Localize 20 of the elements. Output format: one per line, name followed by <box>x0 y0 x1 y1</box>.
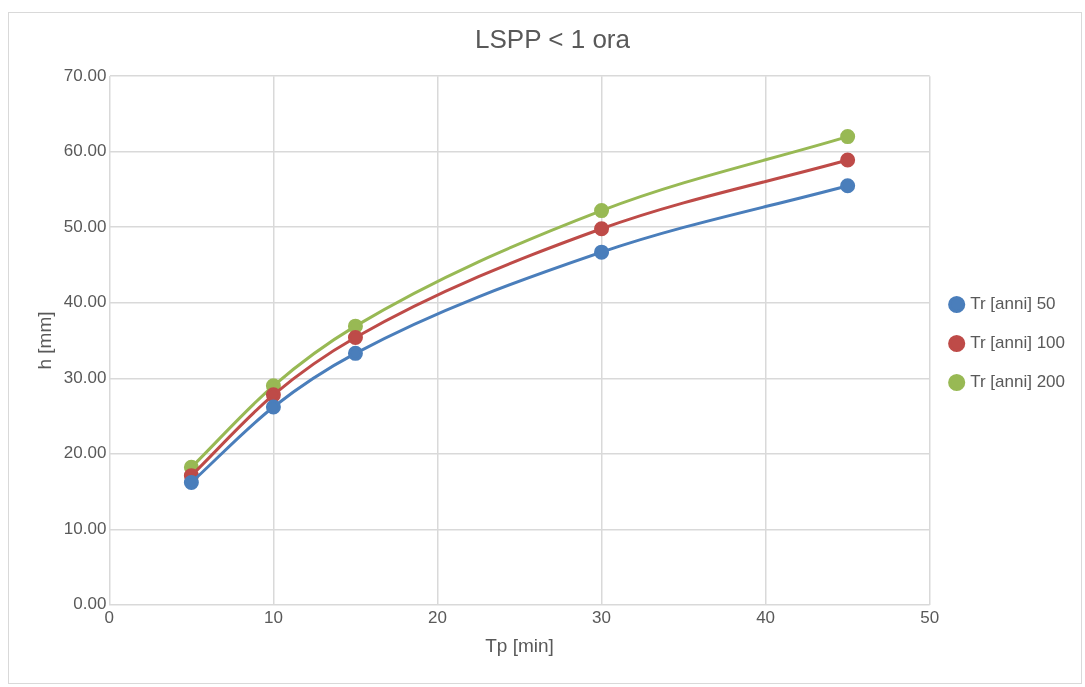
y-tick-label: 40.00 <box>63 292 107 312</box>
y-tick-label: 20.00 <box>63 443 107 463</box>
x-tick-label: 20 <box>428 607 447 627</box>
y-tick-label: 0.00 <box>73 594 107 614</box>
y-tick-label: 10.00 <box>63 518 107 538</box>
x-tick-label: 0 <box>104 607 115 627</box>
legend-label: Tr [anni] 100 <box>970 333 1065 353</box>
legend-label: Tr [anni] 200 <box>970 372 1065 392</box>
y-tick-label: 60.00 <box>63 141 107 161</box>
chart-title: LSPP < 1 ora <box>475 23 631 54</box>
y-tick-label: 50.00 <box>63 216 107 236</box>
y-tick-label: 30.00 <box>63 367 107 387</box>
x-tick-label: 30 <box>592 607 612 627</box>
x-tick-label: 40 <box>756 607 776 627</box>
x-axis-title: Tp [min] <box>485 634 554 656</box>
y-axis-title: h [mm] <box>33 311 55 370</box>
x-tick-label: 10 <box>263 607 283 627</box>
y-tick-label: 70.00 <box>63 65 107 85</box>
x-tick-label: 50 <box>920 607 940 627</box>
legend-label: Tr [anni] 50 <box>970 294 1056 314</box>
